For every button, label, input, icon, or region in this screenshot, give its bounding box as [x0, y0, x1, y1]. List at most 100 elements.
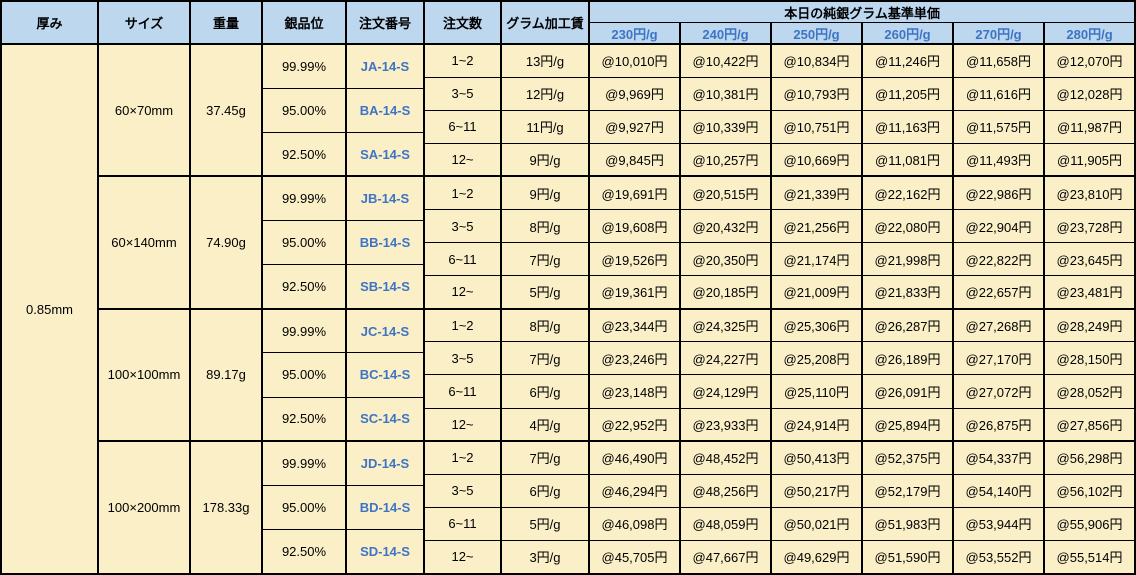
price-cell: @52,375円: [861, 440, 954, 475]
qty-range-cell: 3~5: [423, 208, 502, 244]
price-cell: @56,102円: [1042, 473, 1136, 508]
price-cell: @23,810円: [1042, 175, 1136, 210]
price-cell: @12,028円: [1042, 76, 1136, 111]
order-code-cell[interactable]: BD-14-S: [345, 484, 425, 530]
qty-range-cell: 1~2: [423, 175, 502, 210]
col-header-weight: 重量: [189, 0, 263, 45]
price-cell: @10,422円: [679, 42, 772, 78]
price-cell: @22,904円: [952, 208, 1045, 244]
purity-cell: 92.50%: [261, 131, 347, 177]
price-cell: @51,590円: [861, 539, 954, 575]
fee-cell: 11円/g: [500, 109, 590, 144]
price-cell: @20,432円: [679, 208, 772, 244]
price-cell: @11,905円: [1042, 142, 1136, 177]
fee-cell: 8円/g: [500, 307, 590, 343]
order-code-cell[interactable]: SC-14-S: [345, 396, 425, 442]
price-cell: @28,150円: [1042, 341, 1136, 376]
order-code-cell[interactable]: SA-14-S: [345, 131, 425, 177]
col-header-thickness: 厚み: [0, 0, 99, 45]
price-cell: @20,515円: [679, 175, 772, 210]
col-header-size: サイズ: [97, 0, 191, 45]
fee-cell: 9円/g: [500, 142, 590, 177]
price-cell: @23,645円: [1042, 242, 1136, 277]
price-cell: @23,344円: [588, 307, 681, 343]
order-code-cell[interactable]: BC-14-S: [345, 352, 425, 398]
col-header-gram-fee: グラム加工賃: [500, 0, 590, 45]
order-code-cell[interactable]: JD-14-S: [345, 440, 425, 486]
price-cell: @28,249円: [1042, 307, 1136, 343]
price-cell: @47,667円: [679, 539, 772, 575]
weight-cell: 74.90g: [189, 175, 263, 310]
fee-cell: 9円/g: [500, 175, 590, 210]
price-cell: @11,493円: [952, 142, 1045, 177]
weight-cell: 37.45g: [189, 42, 263, 177]
weight-cell: 89.17g: [189, 307, 263, 442]
purity-cell: 95.00%: [261, 87, 347, 133]
table-row: 3~5 6円/g @46,294円 @48,256円 @50,217円 @52,…: [1, 473, 1136, 508]
purity-cell: 99.99%: [261, 307, 347, 354]
price-cell: @11,246円: [861, 42, 954, 78]
rate-header-240: 240円/g: [679, 22, 772, 45]
price-cell: @24,325円: [679, 307, 772, 343]
price-cell: @20,350円: [679, 242, 772, 277]
price-cell: @10,834円: [770, 42, 863, 78]
price-cell: @24,129円: [679, 374, 772, 409]
qty-range-cell: 6~11: [423, 374, 502, 409]
purity-cell: 95.00%: [261, 484, 347, 530]
price-cell: @11,205円: [861, 76, 954, 111]
order-code-cell[interactable]: JA-14-S: [345, 42, 425, 89]
price-cell: @27,856円: [1042, 407, 1136, 442]
price-cell: @19,361円: [588, 275, 681, 310]
rate-header-230: 230円/g: [588, 22, 681, 45]
price-cell: @46,294円: [588, 473, 681, 508]
price-cell: @55,514円: [1042, 539, 1136, 575]
table-row: 95.00% BB-14-S: [1, 219, 1135, 266]
col-header-order-qty: 注文数: [423, 0, 502, 45]
price-cell: @24,914円: [770, 407, 863, 442]
qty-range-cell: 1~2: [423, 307, 502, 343]
order-code-cell[interactable]: BA-14-S: [345, 87, 425, 133]
price-cell: @51,983円: [861, 506, 954, 541]
price-cell: @10,339円: [679, 109, 772, 144]
rate-header-270: 270円/g: [952, 22, 1045, 45]
order-code-cell[interactable]: JB-14-S: [345, 175, 425, 222]
price-cell: @54,140円: [952, 473, 1045, 508]
rate-header-250: 250円/g: [770, 22, 863, 45]
fee-cell: 5円/g: [500, 275, 590, 310]
price-cell: @10,793円: [770, 76, 863, 111]
order-code-cell[interactable]: BB-14-S: [345, 219, 425, 266]
fee-cell: 7円/g: [500, 341, 590, 376]
price-cell: @27,268円: [952, 307, 1045, 343]
table-row: 6~11 7円/g @19,526円 @20,350円 @21,174円 @21…: [1, 242, 1136, 277]
table-row: 100×200mm 178.33g 99.99% JD-14-S 1~2 7円/…: [1, 440, 1136, 575]
table-row: 6~11 6円/g @23,148円 @24,129円 @25,110円 @26…: [1, 374, 1136, 409]
order-code-cell[interactable]: JC-14-S: [345, 307, 425, 354]
rate-header-280: 280円/g: [1042, 22, 1136, 45]
price-cell: @10,751円: [770, 109, 863, 144]
price-cell: @21,833円: [861, 275, 954, 310]
price-cell: @22,657円: [952, 275, 1045, 310]
table-row: 6~11 11円/g @9,927円 @10,339円 @10,751円 @11…: [1, 109, 1136, 144]
qty-range-cell: 12~: [423, 275, 502, 310]
rate-header-260: 260円/g: [861, 22, 954, 45]
table-row: 3~5 7円/g @23,246円 @24,227円 @25,208円 @26,…: [1, 341, 1136, 376]
fee-cell: 3円/g: [500, 539, 590, 575]
price-cell: @28,052円: [1042, 374, 1136, 409]
order-code-cell[interactable]: SD-14-S: [345, 528, 425, 575]
fee-cell: 4円/g: [500, 407, 590, 442]
price-cell: @22,162円: [861, 175, 954, 210]
table-row: 12~ 3円/g @45,705円 @47,667円 @49,629円 @51,…: [1, 539, 1136, 575]
order-code-cell[interactable]: SB-14-S: [345, 264, 425, 310]
price-cell: @26,091円: [861, 374, 954, 409]
price-cell: @10,669円: [770, 142, 863, 177]
purity-cell: 92.50%: [261, 528, 347, 575]
qty-range-cell: 6~11: [423, 506, 502, 541]
price-cell: @53,944円: [952, 506, 1045, 541]
table-row: 3~5 8円/g @19,608円 @20,432円 @21,256円 @22,…: [1, 208, 1136, 244]
price-cell: @45,705円: [588, 539, 681, 575]
col-header-price-group: 本日の純銀グラム基準単価: [587, 0, 1136, 23]
weight-cell: 178.33g: [189, 440, 263, 575]
table-row: 100×100mm 89.17g 99.99% JC-14-S 1~2 8円/g…: [1, 307, 1136, 442]
price-cell: @11,616円: [952, 76, 1045, 111]
fee-cell: 8円/g: [500, 208, 590, 244]
